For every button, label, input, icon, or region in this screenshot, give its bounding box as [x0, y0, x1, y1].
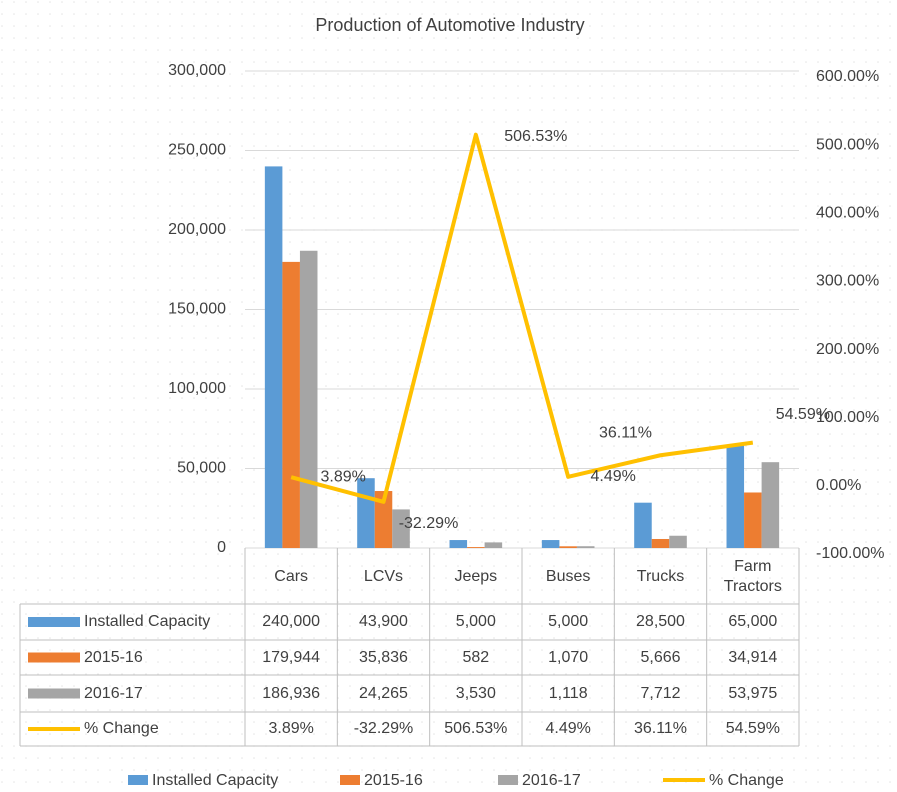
bar [449, 540, 468, 548]
table-cell: 34,914 [728, 648, 778, 666]
y-tick-label: 200,000 [168, 221, 226, 238]
bar [669, 535, 687, 548]
y2-tick-label: -100.00% [816, 545, 885, 562]
row-header: Installed Capacity [84, 613, 211, 630]
table-cell: 28,500 [636, 613, 685, 630]
y2-tick-label: 400.00% [816, 205, 879, 222]
data-label: 54.59% [776, 406, 830, 423]
bar [374, 491, 393, 548]
y-tick-label: 100,000 [168, 380, 226, 397]
table-cell: 3,530 [455, 684, 496, 702]
bar [392, 509, 410, 548]
category-label: LCVs [363, 568, 404, 585]
y-tick-label: 150,000 [168, 301, 226, 318]
legend-key [498, 775, 518, 785]
table-cell: 7,712 [640, 684, 681, 702]
legend-key [28, 652, 80, 663]
table-cell: 582 [462, 648, 490, 666]
category-label: Buses [545, 568, 591, 585]
legend-label: Installed Capacity [152, 772, 278, 789]
y-tick-label: 300,000 [168, 62, 226, 79]
table-cell: 43,900 [359, 613, 408, 630]
category-label: Cars [274, 568, 309, 585]
y-tick-label: 0 [217, 539, 226, 556]
bar [282, 261, 300, 548]
y2-tick-label: 300.00% [816, 273, 879, 290]
bar [299, 250, 318, 548]
y2-tick-label: 600.00% [816, 68, 879, 85]
y2-tick-label: 100.00% [816, 409, 879, 426]
data-label: 4.49% [590, 468, 635, 485]
data-label: -32.29% [399, 515, 459, 532]
bar [761, 462, 780, 548]
table-cell: 65,000 [728, 613, 778, 630]
data-label: 36.11% [599, 424, 652, 441]
bar [541, 540, 560, 548]
legend-key [28, 688, 80, 699]
row-header: % Change [84, 720, 159, 737]
bar [467, 547, 485, 548]
bar [576, 546, 595, 548]
bar [726, 444, 745, 548]
legend-label: 2016-17 [522, 772, 581, 789]
table-cell: 506.53% [444, 720, 508, 737]
legend-label: % Change [709, 772, 784, 789]
table-cell: 179,944 [262, 648, 321, 666]
table-cell: 1,118 [548, 684, 588, 702]
table-cell: 3.89% [268, 720, 314, 737]
category-label: Farm Tractors [723, 558, 782, 595]
table-cell: 36.11% [633, 720, 688, 737]
data-label: 3.89% [320, 468, 365, 485]
table-cell: 240,000 [262, 613, 321, 630]
y-tick-label: 250,000 [168, 142, 226, 159]
legend-key [128, 775, 148, 785]
legend-label: 2015-16 [364, 772, 423, 789]
bar [264, 166, 283, 548]
data-label: 506.53% [504, 128, 567, 145]
legend-key [340, 775, 360, 785]
y2-tick-label: 500.00% [816, 136, 879, 153]
chart-title: Production of Automotive Industry [315, 15, 584, 35]
line-series [290, 132, 754, 504]
table-cell: 5,666 [640, 648, 681, 666]
category-label: Trucks [636, 568, 685, 585]
y2-tick-label: 0.00% [816, 477, 861, 494]
row-header: 2016-17 [84, 684, 143, 702]
bar [357, 478, 375, 548]
y2-tick-label: 200.00% [816, 341, 879, 358]
legend-key [28, 617, 80, 627]
table-cell: 24,265 [359, 684, 408, 702]
bar [484, 542, 503, 548]
bar [651, 538, 670, 548]
bar [559, 546, 577, 548]
table-cell: 4.49% [545, 720, 591, 737]
table-cell: 35,836 [359, 648, 408, 666]
table-cell: 54.59% [725, 720, 780, 737]
row-header: 2015-16 [84, 648, 143, 666]
bar [744, 492, 762, 548]
table-cell: -32.29% [353, 720, 414, 737]
y-tick-label: 50,000 [177, 460, 226, 477]
table-cell: 53,975 [728, 684, 778, 702]
bar [634, 502, 652, 548]
table-cell: 1,070 [548, 648, 589, 666]
table-cell: 5,000 [455, 613, 496, 630]
table-cell: 186,936 [262, 684, 321, 702]
table-cell: 5,000 [548, 613, 589, 630]
category-label: Jeeps [454, 568, 498, 585]
